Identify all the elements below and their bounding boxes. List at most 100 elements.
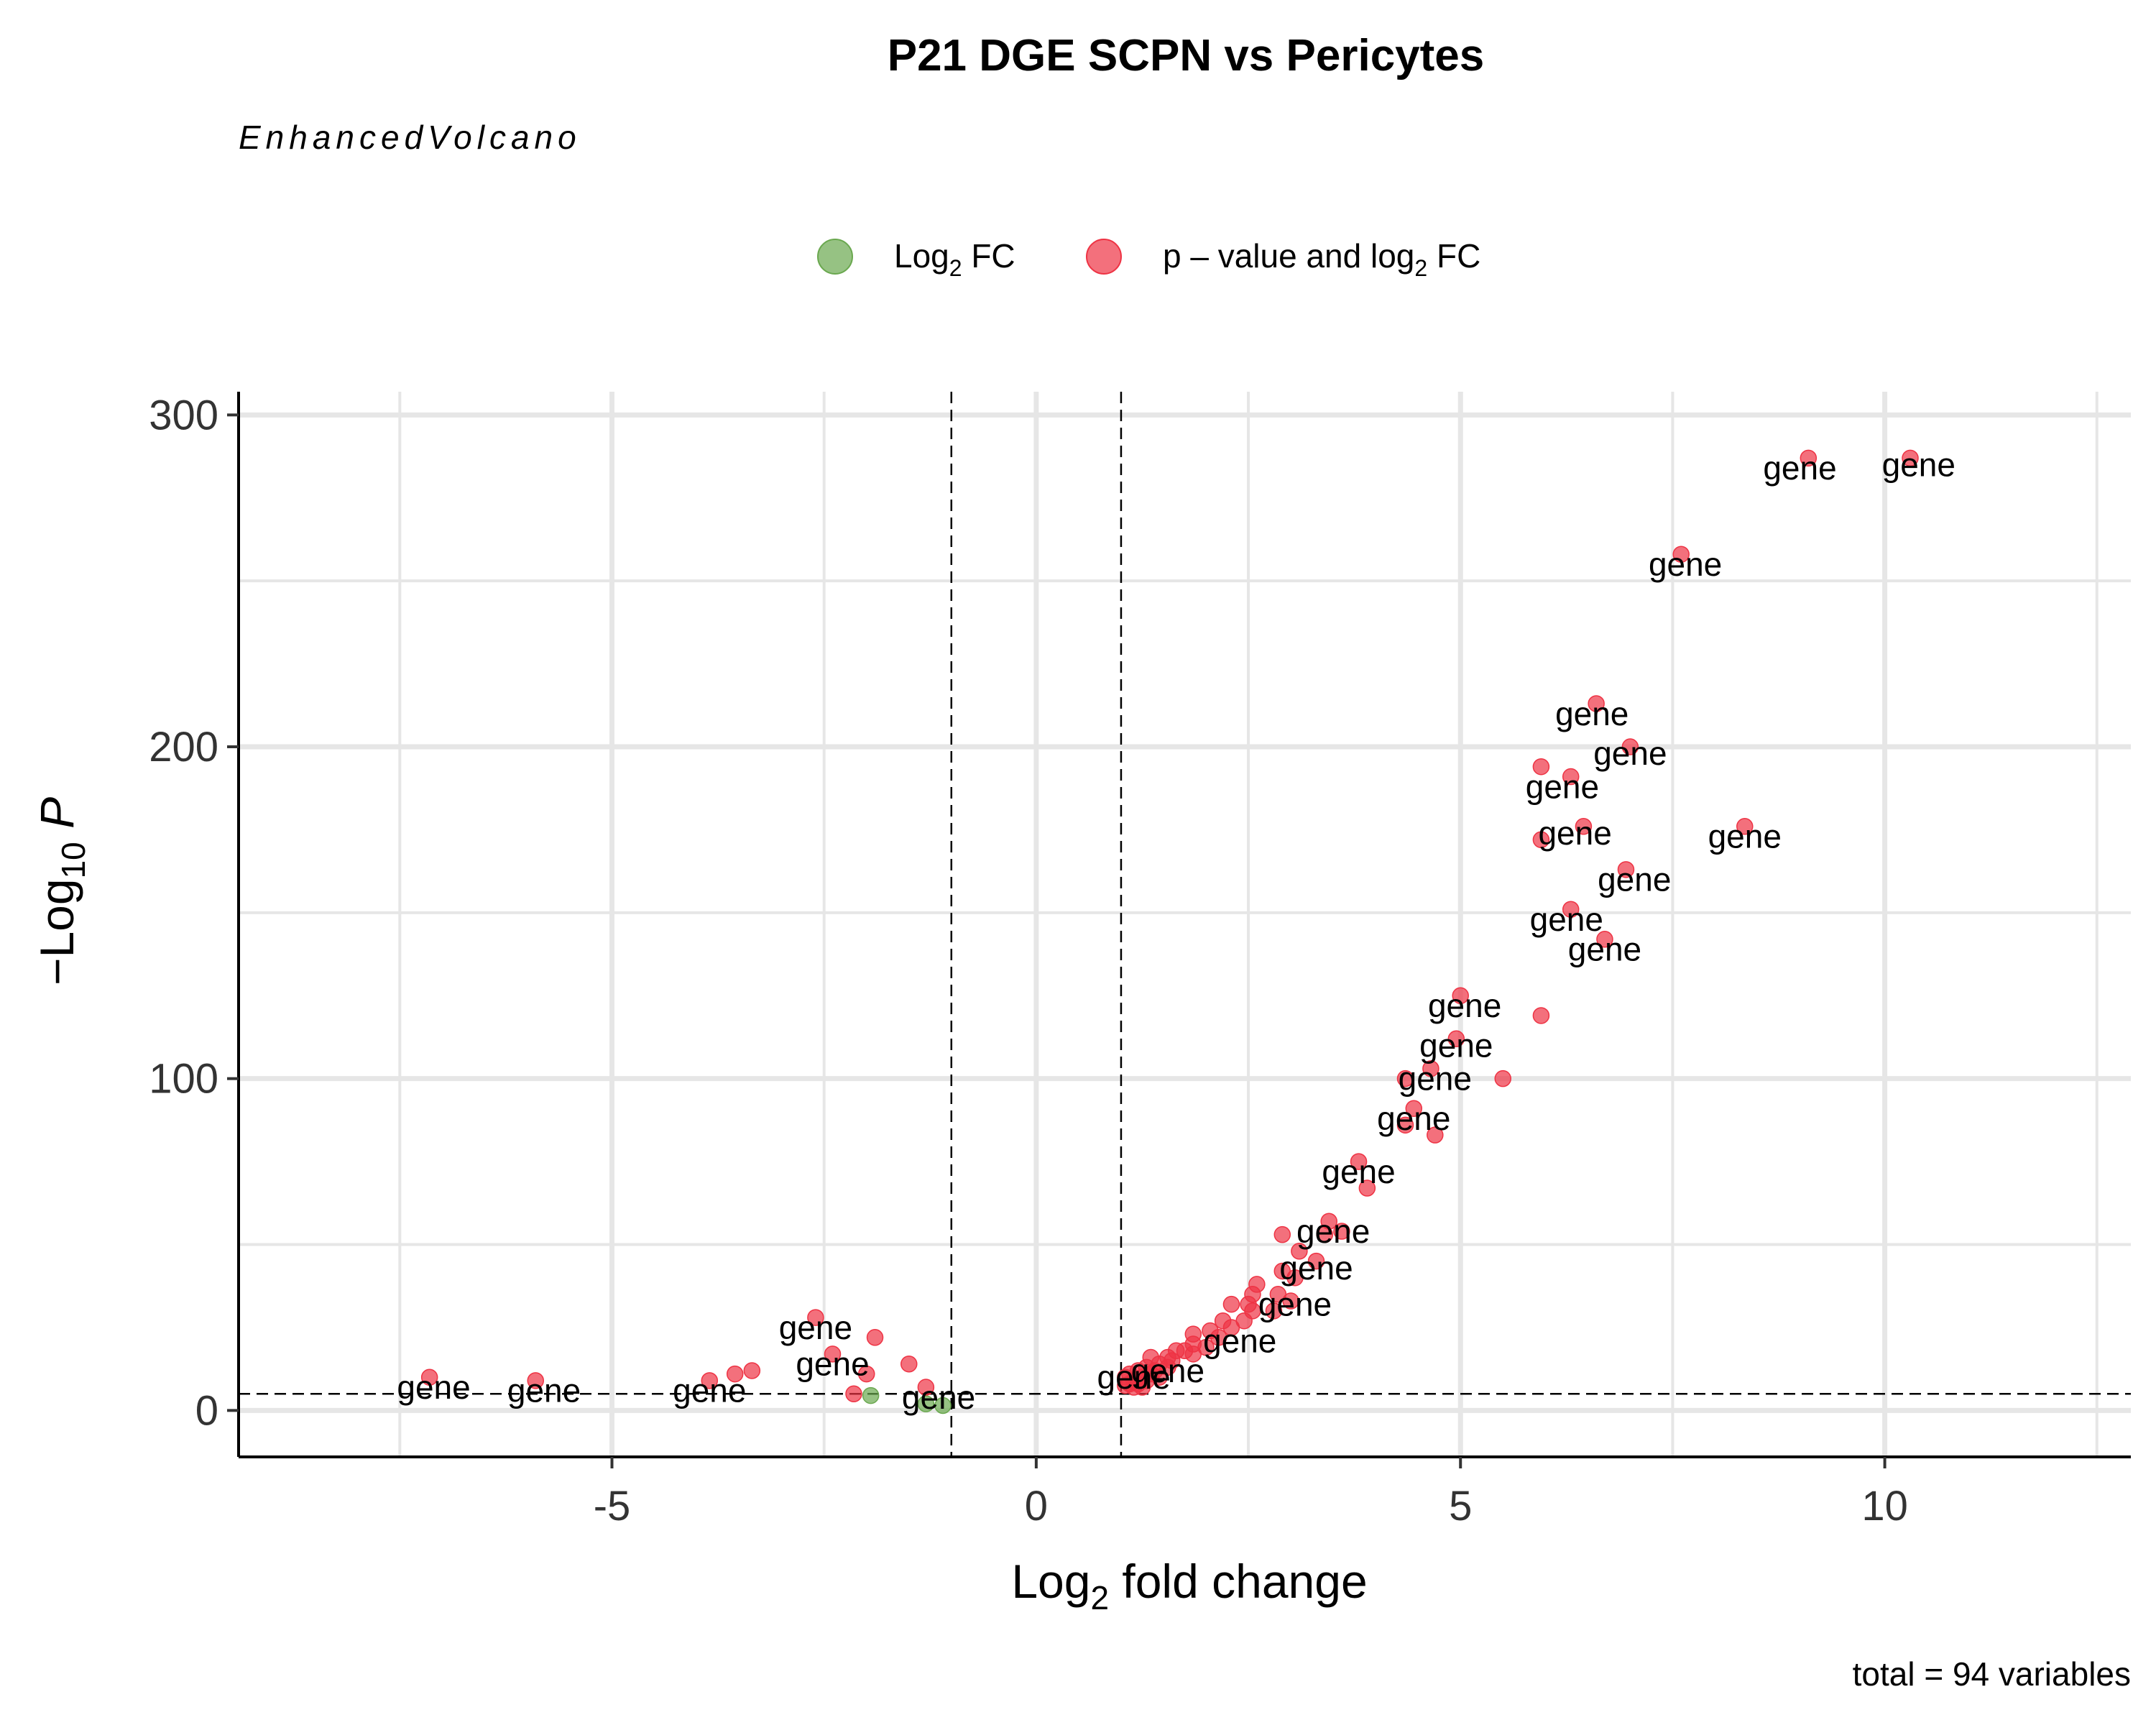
point-pfc — [527, 1372, 545, 1389]
point-pfc — [824, 1346, 842, 1363]
point-pfc — [743, 1362, 761, 1379]
point-pfc — [1575, 818, 1593, 835]
point-pfc — [1210, 1329, 1227, 1346]
point-pfc — [1316, 1225, 1334, 1243]
axes — [237, 392, 2131, 1458]
gene-labels: gene genegenegenegenegenegenegenegenegene… — [397, 446, 1955, 1416]
point-pfc — [1125, 1379, 1143, 1396]
point-pfc — [1562, 768, 1580, 786]
point-pfc — [900, 1355, 918, 1373]
gene-label: gene — [1598, 861, 1671, 898]
point-pfc — [1532, 831, 1550, 849]
point-pfc — [726, 1365, 744, 1383]
point-pfc — [1596, 931, 1613, 948]
x-axis-label: Log2 fold change — [1011, 1555, 1367, 1616]
point-pfc — [1291, 1243, 1308, 1260]
point-pfc — [1273, 1225, 1291, 1243]
point-pfc — [866, 1329, 884, 1346]
x-tick-label: -5 — [594, 1483, 631, 1530]
gene-label: gene — [1203, 1322, 1276, 1359]
point-pfc — [1222, 1295, 1240, 1313]
y-tick-label: 100 — [149, 1056, 218, 1103]
point-pfc — [420, 1368, 438, 1386]
chart-subtitle: EnhancedVolcano — [239, 119, 581, 156]
y-axis-label: −Log10 P — [30, 797, 92, 985]
y-tick-label: 200 — [149, 724, 218, 770]
grid — [239, 392, 2131, 1457]
gene-label: gene — [796, 1346, 869, 1383]
cutoff-lines — [239, 392, 2131, 1457]
point-pfc — [1532, 758, 1550, 776]
point-pfc — [1222, 1319, 1240, 1336]
gene-label: gene — [1258, 1286, 1332, 1323]
point-pfc — [1447, 1030, 1465, 1048]
gene-label: gene — [1097, 1358, 1170, 1396]
point-pfc — [1532, 1007, 1550, 1024]
gene-label: gene — [1708, 818, 1782, 855]
point-pfc — [1307, 1252, 1325, 1270]
point-pfc — [1736, 818, 1754, 835]
gene-label: gene — [1399, 1060, 1472, 1098]
point-pfc — [1672, 546, 1690, 563]
gene-label: gene — [397, 1368, 470, 1406]
point-log2fc — [934, 1397, 952, 1414]
legend-label: p – value and log2 FC — [1163, 237, 1480, 281]
legend-item-pfc: p – value and log2 FC — [1086, 237, 1480, 281]
point-pfc — [1358, 1179, 1376, 1197]
legend-swatch — [1086, 239, 1122, 275]
gene-label: gene — [1279, 1249, 1353, 1287]
point-pfc — [1396, 1070, 1414, 1087]
gene-label: gene — [1419, 1027, 1493, 1064]
gene-label: gene — [1538, 814, 1611, 852]
legend-swatch — [817, 239, 853, 275]
legend-item-log2fc: Log2 FC — [817, 237, 1015, 281]
x-tick-label: 0 — [1025, 1483, 1048, 1530]
point-pfc — [1422, 1060, 1439, 1077]
gene-label: gene — [1296, 1213, 1370, 1250]
point-pfc — [1800, 449, 1818, 467]
point-log2fc — [917, 1395, 935, 1412]
x-tick-label: 10 — [1861, 1483, 1908, 1530]
point-pfc — [1405, 1100, 1423, 1117]
x-tick-label: 5 — [1449, 1483, 1472, 1530]
gene-label: gene — [1530, 901, 1603, 938]
point-pfc — [807, 1309, 824, 1326]
gene-label: gene — [902, 1379, 975, 1416]
point-pfc — [1282, 1292, 1299, 1310]
gene-label: gene — [1568, 931, 1641, 968]
gene-label: gene — [1526, 768, 1599, 805]
gene-label: gene — [1593, 735, 1667, 772]
point-pfc — [1184, 1346, 1202, 1363]
chart-title: P21 DGE SCPN vs Pericytes — [888, 31, 1485, 80]
point-pfc — [917, 1379, 935, 1396]
gene-label: gene — [673, 1372, 746, 1409]
point-pfc — [845, 1385, 862, 1403]
point-pfc — [1286, 1269, 1304, 1287]
gene-label: gene — [1131, 1352, 1204, 1389]
point-pfc — [1265, 1302, 1283, 1320]
point-pfc — [1452, 987, 1469, 1005]
point-pfc — [1333, 1223, 1350, 1240]
gene-label: gene — [1555, 695, 1628, 732]
gene-label: gene — [779, 1309, 852, 1346]
point-pfc — [1562, 901, 1580, 918]
point-pfc — [1588, 695, 1605, 712]
y-tick-label: 300 — [149, 392, 218, 438]
gene-label: gene — [1763, 449, 1836, 487]
legend-label: Log2 FC — [894, 237, 1015, 281]
gene-label: gene — [507, 1372, 581, 1409]
data-points — [420, 449, 1919, 1414]
gene-label: gene — [1377, 1100, 1450, 1137]
gene-label: gene — [1322, 1153, 1395, 1190]
point-pfc — [1396, 1116, 1414, 1134]
gene-label: gene — [1428, 987, 1501, 1024]
point-pfc — [1621, 738, 1639, 755]
point-pfc — [1427, 1126, 1444, 1144]
legend: Log2 FC p – value and log2 FC — [817, 237, 1480, 281]
point-pfc — [1350, 1153, 1368, 1170]
gene-label: gene — [1882, 446, 1955, 484]
point-pfc — [857, 1365, 875, 1383]
point-pfc — [1617, 861, 1635, 878]
